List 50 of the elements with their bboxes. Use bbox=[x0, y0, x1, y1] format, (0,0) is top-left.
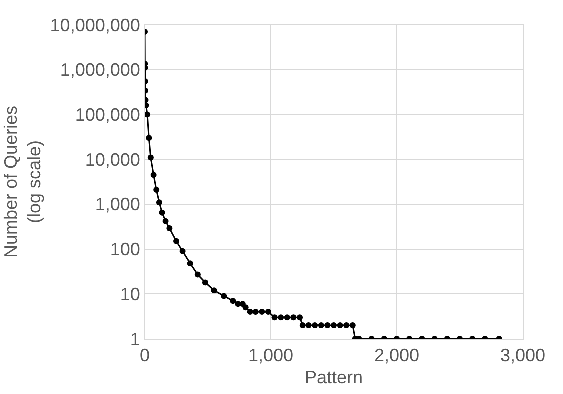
point bbox=[337, 322, 344, 328]
point bbox=[259, 308, 266, 315]
y-tick-label: 10,000,000 bbox=[50, 15, 140, 36]
x-tick-label: 1,000 bbox=[248, 346, 294, 366]
point bbox=[312, 322, 318, 328]
point bbox=[221, 293, 228, 300]
point bbox=[174, 238, 180, 244]
point bbox=[350, 322, 356, 328]
y-tick-label: 1 bbox=[130, 329, 140, 350]
x-tick-label: 2,000 bbox=[374, 346, 420, 366]
point bbox=[156, 200, 162, 206]
y-tick-label: 10,000 bbox=[85, 150, 140, 170]
point bbox=[278, 314, 284, 321]
point bbox=[148, 154, 154, 161]
point bbox=[306, 322, 312, 328]
point bbox=[318, 322, 324, 328]
point bbox=[344, 322, 350, 328]
point bbox=[324, 322, 331, 328]
point bbox=[211, 288, 218, 294]
point bbox=[242, 304, 249, 311]
x-tick-label: 0 bbox=[140, 346, 150, 366]
y-tick-label: 100,000 bbox=[75, 105, 140, 126]
point bbox=[230, 298, 236, 304]
point bbox=[187, 260, 194, 267]
point bbox=[331, 322, 337, 328]
x-axis-title: Pattern bbox=[304, 368, 364, 388]
point bbox=[202, 280, 208, 286]
point bbox=[150, 172, 157, 178]
y-axis-title: Number of Queries (log scale) bbox=[1, 106, 45, 258]
point bbox=[265, 308, 272, 315]
point bbox=[146, 135, 152, 142]
point bbox=[290, 314, 297, 321]
y-tick-label: 10 bbox=[120, 284, 140, 304]
point bbox=[300, 322, 306, 328]
point bbox=[145, 112, 151, 118]
point bbox=[194, 272, 201, 278]
y-tick-label: 1,000 bbox=[95, 194, 140, 215]
y-tick-label: 100 bbox=[110, 240, 140, 260]
point bbox=[180, 248, 186, 254]
y-tick-label: 1,000,000 bbox=[60, 60, 140, 80]
point bbox=[247, 308, 254, 315]
point bbox=[154, 186, 160, 193]
point bbox=[296, 314, 303, 321]
point bbox=[159, 210, 166, 216]
point bbox=[272, 314, 278, 321]
point bbox=[162, 218, 169, 224]
point bbox=[284, 314, 290, 321]
point bbox=[252, 308, 259, 315]
x-tick-label: 3,000 bbox=[500, 346, 546, 366]
point bbox=[166, 226, 173, 232]
